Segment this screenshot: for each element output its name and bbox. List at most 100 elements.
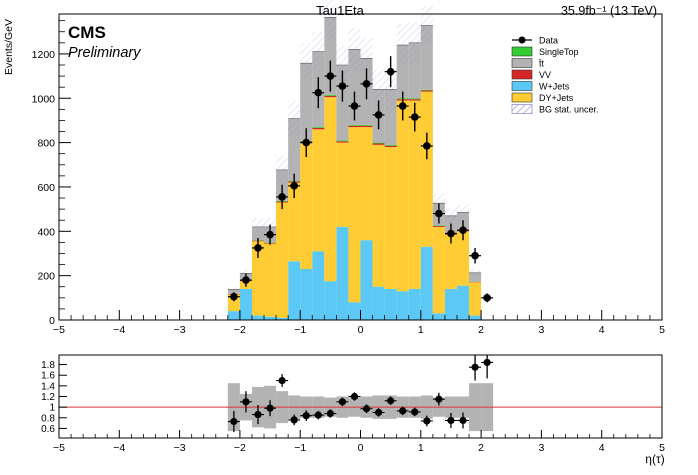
ratio-x-tick-label--2: −2 (234, 442, 246, 454)
ratio-y-tick-label-1.4: 1.4 (41, 381, 55, 392)
ratio-point-7 (314, 411, 322, 419)
bar-singletop-7 (312, 127, 325, 128)
ratio-y-tick-label-1.6: 1.6 (41, 371, 55, 382)
legend-marker-data (518, 36, 526, 44)
ratio-x-tick-label-1: 1 (418, 442, 424, 454)
bar-singletop-9 (336, 140, 349, 142)
x-tick-label--2: −2 (234, 324, 246, 336)
data-point-21 (483, 294, 491, 302)
x-axis-label: η(τ) (645, 452, 664, 466)
data-point-20 (471, 251, 479, 260)
ratio-point-10 (350, 392, 359, 401)
bar-w-jets-10 (348, 302, 361, 320)
bar-vv-8 (324, 95, 337, 98)
bar-w-jets-13 (384, 288, 397, 320)
ratio-point-13 (387, 397, 395, 405)
uncertainty-band-5 (288, 100, 301, 137)
data-point-8 (326, 72, 335, 80)
legend-swatch-vv (511, 69, 533, 80)
uncertainty-band-11 (360, 37, 373, 80)
ratio-point-20 (471, 363, 479, 371)
y-tick-label-0: 0 (49, 315, 55, 327)
ratio-x-tick-label--4: −4 (113, 442, 125, 454)
uncertainty-band-2 (251, 218, 265, 236)
legend-swatch-bg-stat-uncer- (511, 104, 533, 114)
plot-title: Tau1Eta (316, 3, 364, 18)
bar-singletop-13 (384, 144, 397, 146)
uncertainty-band-16 (420, 5, 433, 46)
data-point-7 (314, 88, 323, 97)
ratio-panel: 0.60.811.21.41.61.8−5 −4 −3 −2 −1 0 1 2 3 4 5 (41, 354, 665, 454)
legend-swatch-dy-jets (511, 92, 533, 103)
bar-vv-15 (408, 99, 421, 101)
ratio-point-15 (411, 408, 419, 416)
bar-dy-jets-20 (469, 282, 482, 316)
status-label: Preliminary (68, 45, 141, 61)
data-point-13 (386, 67, 395, 76)
bar-dy-jets-2 (251, 241, 265, 316)
bar-vv-13 (384, 145, 397, 148)
x-tick-label--5: −5 (53, 324, 65, 336)
legend-label-vv: VV (539, 70, 551, 80)
bar-w-jets-6 (300, 269, 313, 320)
x-tick-label-3: 3 (538, 324, 544, 336)
x-tick-label--4: −4 (113, 324, 125, 336)
bar-w-jets-11 (360, 240, 373, 320)
x-tick-label-0: 0 (358, 324, 364, 336)
bar-dy-jets-12 (372, 144, 385, 287)
ratio-y-tick-label-1.2: 1.2 (41, 392, 55, 403)
ratio-point-21 (483, 358, 491, 367)
ratio-y-tick-label-0.8: 0.8 (41, 413, 55, 424)
y-axis-label: Events/GeV (3, 19, 15, 75)
ratio-point-16 (423, 417, 431, 425)
ratio-point-2 (254, 410, 262, 419)
uncertainty-band-4 (276, 155, 289, 185)
ratio-point-1 (242, 398, 250, 406)
uncertainty-band-19 (456, 204, 470, 221)
bar-w-jets-5 (288, 261, 301, 320)
bar-dy-jets-15 (408, 100, 421, 289)
bar-w-jets-1 (239, 288, 252, 320)
x-tick-label-1: 1 (418, 324, 424, 336)
uncertainty-band-9 (336, 45, 349, 85)
ratio-point-11 (362, 405, 371, 413)
ratio-point-0 (230, 417, 238, 426)
uncertainty-band-15 (408, 21, 421, 64)
bar-w-jets-17 (432, 313, 445, 320)
bar-w-jets-15 (408, 288, 421, 320)
bar-w-jets-0 (227, 311, 240, 320)
bar-dy-jets-7 (312, 129, 325, 252)
ratio-point-8 (326, 409, 334, 418)
x-tick-label--1: −1 (294, 324, 306, 336)
bar-dy-jets-9 (336, 142, 349, 227)
y-tick-label-400: 400 (37, 226, 55, 238)
data-point-12 (374, 111, 383, 119)
bar-dy-jets-14 (396, 100, 409, 292)
ratio-point-6 (302, 412, 310, 420)
bar-dy-jets-3 (264, 243, 277, 317)
ratio-point-18 (447, 416, 455, 425)
data-point-19 (459, 226, 467, 234)
bar-w-jets-14 (396, 291, 409, 320)
bar-singletop-17 (432, 225, 445, 226)
data-point-5 (290, 182, 298, 190)
y-tick-label-800: 800 (37, 138, 55, 150)
data-point-9 (338, 82, 347, 90)
data-point-11 (362, 80, 371, 88)
bar-dy-jets-11 (360, 127, 373, 241)
data-point-0 (230, 292, 238, 301)
y-tick-label-1000: 1000 (32, 93, 56, 105)
bar-vv-10 (348, 125, 361, 128)
legend-label-w-jets: W+Jets (539, 82, 570, 92)
data-point-17 (435, 209, 443, 218)
uncertainty-band-12 (372, 69, 385, 110)
legend-label-dy-jets: DY+Jets (539, 93, 574, 103)
bar-vv-9 (336, 141, 349, 143)
bar-singletop-10 (348, 124, 361, 126)
bar-w-jets-3 (264, 316, 277, 320)
ratio-point-19 (459, 416, 467, 425)
uncertainty-band-8 (324, 0, 337, 39)
bar-dy-jets-4 (276, 202, 289, 318)
ratio-y-tick-label-1: 1 (49, 403, 55, 414)
experiment-label: CMS (68, 23, 106, 42)
